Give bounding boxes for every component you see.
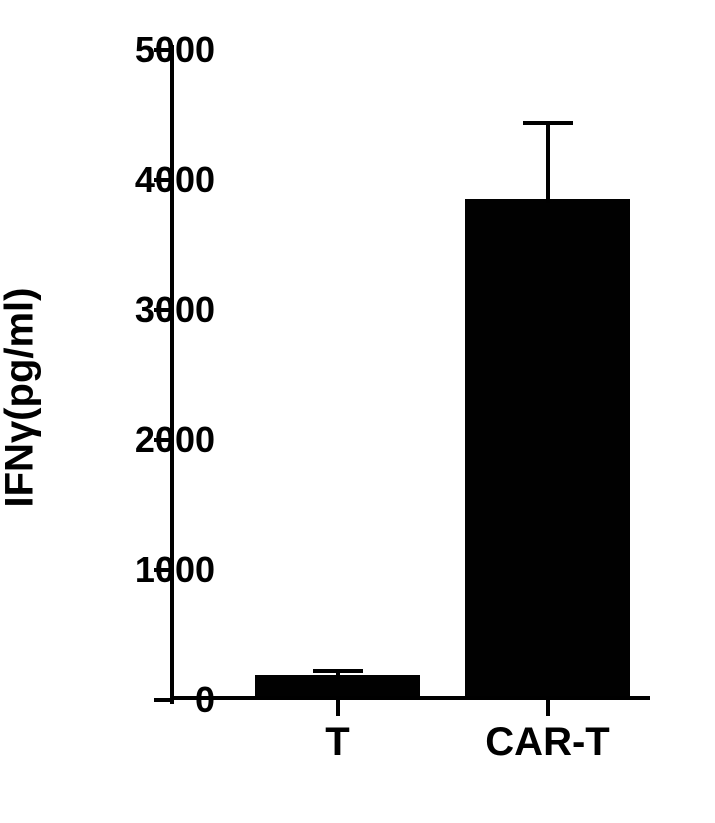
x-tick: [546, 700, 550, 716]
y-tick-label: 4000: [95, 159, 215, 201]
y-tick-label: 0: [95, 679, 215, 721]
y-tick-label: 3000: [95, 289, 215, 331]
y-tick-label: 1000: [95, 549, 215, 591]
y-axis-label: IFNγ(pg/ml): [0, 288, 43, 508]
x-tick-label: T: [325, 720, 349, 765]
y-axis-line: [170, 45, 174, 704]
plot-area: [170, 50, 650, 700]
error-cap: [523, 121, 573, 125]
x-axis-line: [170, 696, 650, 700]
error-stem: [546, 123, 550, 204]
error-cap: [313, 669, 363, 673]
bar-chart: IFNγ(pg/ml) 0 1000 2000 3000 4000 5000 T CAR-T: [0, 0, 715, 823]
y-tick-label: 2000: [95, 419, 215, 461]
x-tick: [336, 700, 340, 716]
bar-CAR-T: [465, 199, 630, 696]
y-tick-label: 5000: [95, 29, 215, 71]
x-tick-label: CAR-T: [485, 720, 609, 765]
